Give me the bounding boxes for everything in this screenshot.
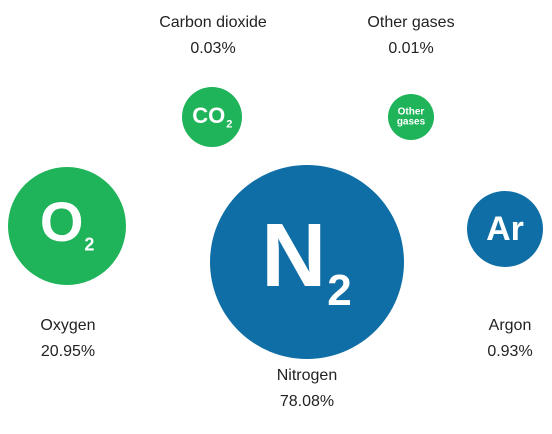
gas-name: Oxygen	[40, 317, 95, 334]
gas-name: Argon	[489, 317, 532, 334]
gas-symbol: Ar	[486, 210, 524, 248]
gas-subscript: 2	[226, 119, 232, 131]
gas-name: Other gases	[367, 14, 454, 31]
gas-name: Carbon dioxide	[159, 14, 267, 31]
gas-circle	[388, 94, 434, 140]
gas-symbol: gases	[397, 117, 426, 128]
gas-symbol: N	[261, 206, 326, 306]
gas-subscript: 2	[84, 234, 94, 254]
gas-circle	[8, 167, 126, 285]
gas-circle	[210, 165, 404, 359]
gas-name: Nitrogen	[277, 367, 337, 384]
gas-percentage: 20.95%	[41, 343, 95, 360]
gas-percentage: 78.08%	[280, 393, 334, 410]
gas-circle	[467, 191, 543, 267]
gas-symbol: CO	[192, 103, 225, 128]
gas-symbol: O	[40, 190, 84, 253]
gas-subscript: 2	[327, 266, 351, 315]
gas-percentage: 0.93%	[487, 343, 532, 360]
gas-circle	[182, 87, 242, 147]
gas-percentage: 0.03%	[190, 40, 235, 57]
gas-percentage: 0.01%	[388, 40, 433, 57]
gas-symbol: Other	[398, 107, 425, 118]
